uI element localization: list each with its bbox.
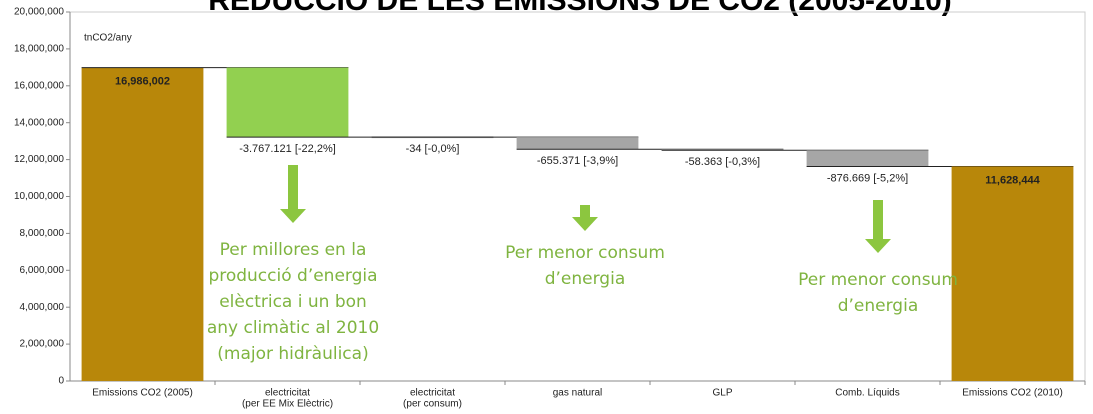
x-tick-label: electricitat (265, 388, 310, 399)
y-tick-label: 6,000,000 (20, 265, 65, 276)
value-label: -58.363 [-0,3%] (685, 156, 760, 168)
annotation: elèctrica i un bon (219, 292, 367, 312)
value-label: 11,628,444 (985, 174, 1040, 186)
annotation: (major hidràulica) (217, 344, 368, 364)
arrow-head (572, 217, 598, 231)
arrow-head (280, 209, 306, 223)
x-tick-label: Comb. Líquids (835, 388, 899, 399)
bar (81, 67, 204, 381)
x-tick-label: electricitat (410, 388, 455, 399)
arrow-shaft (873, 200, 883, 240)
bar (661, 149, 784, 151)
chart-title: REDUCCIÓ DE LES EMISSIONS DE CO2 (2005-2… (208, 0, 952, 17)
value-label: 16,986,002 (115, 76, 170, 88)
y-tick-label: 20,000,000 (14, 7, 64, 18)
annotation: any climàtic al 2010 (207, 318, 379, 338)
x-tick-label: (per consum) (403, 399, 462, 410)
value-label: -655.371 [-3,9%] (537, 155, 618, 167)
y-tick-label: 16,000,000 (14, 80, 64, 91)
bar (951, 166, 1074, 381)
annotation: producció d’energia (208, 266, 377, 286)
y-tick-label: 8,000,000 (20, 228, 65, 239)
bar (516, 137, 639, 150)
bar (806, 150, 929, 167)
x-tick-label: Emissions CO2 (2005) (92, 388, 193, 399)
annotation: d’energia (838, 296, 919, 316)
bar (226, 67, 349, 138)
x-tick-label: GLP (712, 388, 732, 399)
y-tick-label: 18,000,000 (14, 44, 64, 55)
y-tick-label: 2,000,000 (20, 339, 65, 350)
y-tick-label: 4,000,000 (20, 302, 65, 313)
annotation: Per menor consum (798, 270, 958, 290)
annotation: d’energia (545, 269, 626, 289)
y-tick-label: 12,000,000 (14, 154, 64, 165)
y-tick-label: 10,000,000 (14, 191, 64, 202)
x-tick-label: (per EE Mix Elèctric) (242, 399, 333, 410)
arrow-head (865, 239, 891, 253)
y-tick-label: 14,000,000 (14, 117, 64, 128)
x-tick-label: gas natural (553, 388, 602, 399)
annotation: Per menor consum (505, 243, 665, 263)
value-label: -3.767.121 [-22,2%] (239, 143, 336, 155)
arrow-shaft (288, 165, 298, 210)
value-label: -876.669 [-5,2%] (827, 172, 908, 184)
x-tick-label: Emissions CO2 (2010) (962, 388, 1063, 399)
y-tick-label: 0 (58, 376, 64, 387)
annotation: Per millores en la (220, 240, 367, 260)
arrow-shaft (580, 205, 590, 218)
value-label: -34 [-0,0%] (406, 143, 460, 155)
y-unit: tnCO2/any (84, 33, 132, 44)
